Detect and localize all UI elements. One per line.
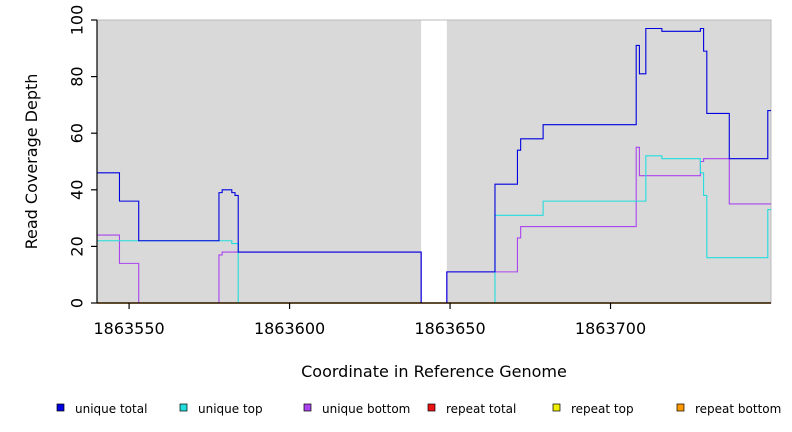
y-tick-label: 60: [68, 123, 87, 143]
legend-label: unique top: [198, 402, 263, 416]
plot-panel: [96, 19, 772, 304]
legend-label: unique bottom: [322, 402, 410, 416]
legend-item-unique-top: unique top: [179, 402, 263, 416]
x-tick-label: 1863650: [414, 319, 485, 338]
x-axis-title: Coordinate in Reference Genome: [301, 362, 567, 381]
series-line-unique-total: [97, 27, 771, 304]
legend-swatch: [676, 403, 685, 412]
y-tick-label: 100: [68, 5, 87, 36]
x-tick-label: 1863550: [93, 319, 164, 338]
legend-swatch: [427, 403, 436, 412]
legend-item-repeat-total: repeat total: [427, 402, 516, 416]
legend-swatch: [56, 403, 65, 412]
x-tick-label: 1863700: [575, 319, 646, 338]
x-tick-label: 1863600: [254, 319, 325, 338]
legend: unique total unique top unique bottom repea…: [56, 402, 781, 416]
y-tick-label: 20: [68, 236, 87, 256]
y-tick-label: 0: [68, 298, 87, 308]
y-axis-title: Read Coverage Depth: [22, 74, 41, 250]
legend-item-repeat-top: repeat top: [552, 402, 634, 416]
legend-swatch: [552, 403, 561, 412]
legend-item-repeat-bottom: repeat bottom: [676, 402, 781, 416]
legend-swatch: [303, 403, 312, 412]
legend-label: repeat top: [571, 402, 634, 416]
legend-swatch: [179, 403, 188, 412]
legend-label: repeat bottom: [695, 402, 781, 416]
legend-item-unique-total: unique total: [56, 402, 147, 416]
legend-item-unique-bottom: unique bottom: [303, 402, 410, 416]
panel-background-left: [97, 20, 422, 303]
legend-label: unique total: [75, 402, 147, 416]
axes: 0 20 40 60 80 100 1863550 1863600 1863650 1863700: [68, 5, 771, 338]
y-tick-label: 80: [68, 66, 87, 86]
series-line-unique-top: [97, 155, 771, 304]
legend-label: repeat total: [446, 402, 516, 416]
y-tick-label: 40: [68, 180, 87, 200]
panel-background-right: [446, 20, 771, 303]
